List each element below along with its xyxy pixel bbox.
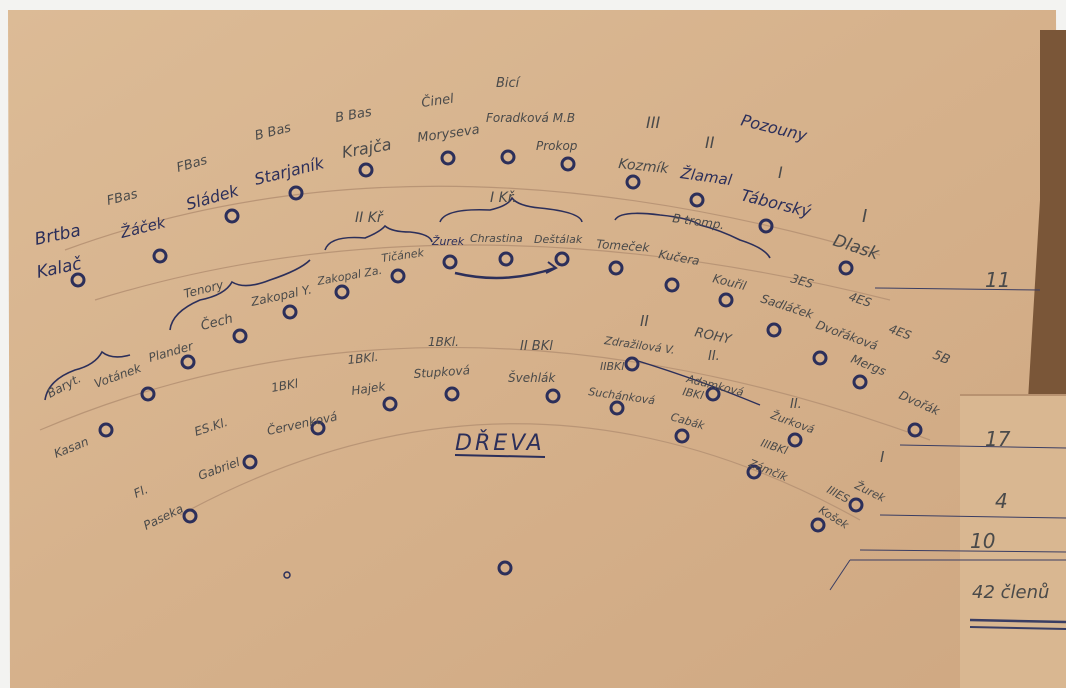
label-count-10: 10 [970,529,995,553]
label-3es: 3ES [789,271,815,291]
label-roman-2: II [705,133,715,152]
seat-marker [810,517,826,533]
label-stupkova: Stupková [413,363,470,381]
label-4es-1: 4ES [847,290,873,310]
seat-marker [98,422,114,438]
seat-marker [358,162,374,178]
seat-marker [705,386,721,402]
label-fl: Fl. [132,482,151,501]
pencil-arcs [39,185,931,521]
seat-marker [182,508,198,524]
seat-marker [766,322,782,338]
seat-marker [560,156,576,172]
label-i-kr: I Kř. [490,190,517,206]
seat-marker [180,354,196,370]
seat-marker [310,420,326,436]
seat-marker [140,386,156,402]
paper-flap [960,395,1066,688]
seat-marker [848,497,864,513]
seat-marker [852,374,868,390]
seat-marker [812,350,828,366]
seat-marker [232,328,248,344]
label-roman-i-3: I [880,448,885,466]
label-roman-ii-r: II. [708,349,720,364]
label-1bkl-3: 1BKl [270,376,300,395]
label-foradkova: Foradková M.B [486,111,575,125]
seat-marker [282,304,298,320]
seat-marker [334,284,350,300]
label-roman-1b: I [862,206,867,227]
dark-shadow-edge [1028,30,1066,400]
seat-marker [609,400,625,416]
label-zurek-1: Žurek [431,235,465,248]
label-1bkl-1: 1BKl. [428,335,459,349]
label-bici: Bicí [496,76,522,91]
label-5b: 5B [931,348,953,368]
label-prokop: Prokop [536,139,578,153]
label-roman-ii-hl: II [640,312,649,330]
label-bbas-2: B Bas [334,105,373,126]
label-chrastina: Chrastina [470,232,523,245]
label-cech: Čech [199,311,234,334]
seat-marker [545,388,561,404]
seat-marker [689,192,705,208]
label-ii-bkl: II BKl [520,339,553,354]
seat-marker [500,149,516,165]
row-lines [829,287,1066,630]
label-ibkl-4: IBKl [681,385,704,402]
seat-marker [288,185,304,201]
label-ii-kr: II Kř [355,210,384,226]
label-hajek: Hajek [350,379,387,398]
seat-marker [498,251,514,267]
seat-marker [440,150,456,166]
seat-marker [497,560,513,576]
label-count-11: 11 [985,268,1010,292]
label-tomecek: Tomeček [596,237,651,255]
seat-marker [283,571,291,579]
seat-marker [554,251,570,267]
seat-marker [444,386,460,402]
label-iibkl-2: IIBKl [600,360,624,373]
seat-marker [242,454,258,470]
label-destalak: Deštálak [534,233,583,246]
label-count-17: 17 [985,427,1011,451]
label-fbas-1: FBas [105,187,139,209]
seat-marker [787,432,803,448]
seat-marker [390,268,406,284]
label-roman-3: III [646,113,660,132]
label-kozmik: Kozmík [618,156,671,177]
seat-marker [624,356,640,372]
label-count-4: 4 [995,489,1008,513]
label-1bkl-2: 1BKl. [347,350,379,367]
seat-marker [907,422,923,438]
seat-marker [224,208,240,224]
label-roman-ii-2: II. [790,397,802,412]
seat-marker [152,248,168,264]
seat-marker [442,254,458,270]
title-underline [454,454,546,458]
label-count-42: 42 členů [972,582,1049,603]
seat-marker [70,272,86,288]
cardboard-sheet [8,10,1058,688]
label-roman-1a: I [778,163,783,182]
group-braces [44,196,771,406]
label-ticanek: Tičánek [381,246,426,265]
seat-marker [664,277,680,293]
label-svehlak: Švehlák [508,370,556,385]
seat-marker [718,292,734,308]
seat-marker [625,174,641,190]
seat-marker [608,260,624,276]
seat-marker [382,396,398,412]
seat-marker [674,428,690,444]
seat-markers [70,149,923,579]
seat-marker [838,260,854,276]
seat-marker [758,218,774,234]
label-cinel: Činel [420,91,455,111]
heading-dreva: DŘEVA [455,430,545,456]
seat-marker [746,464,762,480]
